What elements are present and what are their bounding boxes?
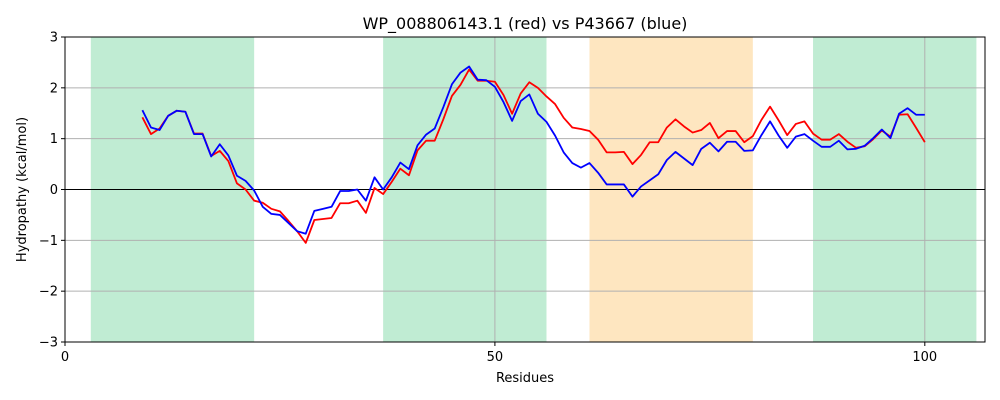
series-line-2 <box>141 65 925 235</box>
x-tick-label: 50 <box>487 350 504 365</box>
x-axis-label: Residues <box>496 371 554 386</box>
chart-title: WP_008806143.1 (red) vs P43667 (blue) <box>363 14 688 34</box>
y-tick-label: 0 <box>50 183 58 198</box>
y-tick-label: 2 <box>50 81 58 96</box>
y-tick-label: −2 <box>39 285 58 300</box>
x-tick-label: 0 <box>61 350 69 365</box>
y-tick-label: −1 <box>39 234 58 249</box>
y-axis-label: Hydropathy (kcal/mol) <box>15 117 30 262</box>
series-lines <box>141 65 926 244</box>
y-tick-label: 1 <box>50 132 58 147</box>
axis-ticks: −3 −2 −1 0 1 2 3 0 50 100 <box>39 31 937 366</box>
x-tick-label: 100 <box>912 350 937 365</box>
series-line-1 <box>141 68 926 244</box>
y-tick-label: 3 <box>50 31 58 46</box>
y-tick-label: −3 <box>39 336 58 351</box>
